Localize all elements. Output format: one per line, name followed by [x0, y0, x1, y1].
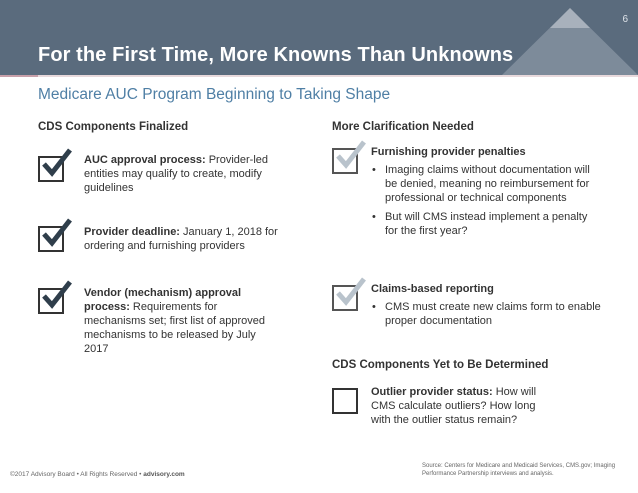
left-item-1-label: AUC approval process:	[84, 154, 206, 166]
left-item-1-text: Provider-led entities may qualify to cre…	[84, 154, 269, 194]
right-item-1: Furnishing provider penalties Imaging cl…	[371, 145, 601, 243]
slide-header: 6 For the First Time, More Knowns Than U…	[0, 0, 638, 75]
left-item-2: Provider deadline: January 1, 2018 for o…	[84, 225, 289, 253]
left-item-2-text: January 1, 2018 for ordering and furnish…	[84, 226, 278, 252]
header-divider	[0, 75, 638, 77]
bullet-item: But will CMS instead implement a penalty…	[372, 210, 601, 238]
checkbox-checked-icon	[38, 148, 72, 182]
right-item-1-label: Furnishing provider penalties	[371, 146, 526, 158]
slide-subtitle: Medicare AUC Program Beginning to Taking…	[38, 86, 391, 103]
tbd-item-label: Outlier provider status:	[371, 386, 493, 398]
tbd-heading: CDS Components Yet to Be Determined	[332, 359, 549, 371]
footer-source: Source: Centers for Medicare and Medicai…	[422, 463, 616, 477]
left-item-1: AUC approval process: Provider-led entit…	[84, 153, 284, 195]
left-item-3: Vendor (mechanism) approval process: Req…	[84, 286, 269, 356]
left-item-2-label: Provider deadline:	[84, 226, 180, 238]
checkbox-checked-icon	[332, 277, 366, 311]
right-item-2-label: Claims-based reporting	[371, 283, 494, 295]
bullet-item: CMS must create new claims form to enabl…	[372, 300, 601, 328]
tbd-item-text: How will CMS calculate outliers? How lon…	[371, 386, 537, 426]
logo-triangle-icon	[502, 8, 638, 75]
checkbox-checked-icon	[38, 218, 72, 252]
right-item-2: Claims-based reporting CMS must create n…	[371, 282, 601, 333]
left-column-heading: CDS Components Finalized	[38, 121, 189, 133]
right-column-heading: More Clarification Needed	[332, 121, 474, 133]
tbd-item: Outlier provider status: How will CMS ca…	[371, 385, 556, 427]
checkbox-empty-icon	[332, 388, 358, 414]
page-number: 6	[622, 14, 628, 25]
footer-site-link[interactable]: advisory.com	[143, 471, 185, 478]
checkbox-checked-icon	[332, 140, 366, 174]
left-item-3-label: Vendor (mechanism) approval process:	[84, 287, 242, 313]
right-item-1-bullets: Imaging claims without documentation wil…	[371, 163, 601, 238]
copyright-text: ©2017 Advisory Board • All Rights Reserv…	[10, 471, 144, 478]
checkbox-checked-icon	[38, 280, 72, 314]
right-item-2-bullets: CMS must create new claims form to enabl…	[371, 300, 601, 328]
footer-copyright: ©2017 Advisory Board • All Rights Reserv…	[10, 471, 185, 478]
slide-title: For the First Time, More Knowns Than Unk…	[38, 44, 514, 66]
bullet-item: Imaging claims without documentation wil…	[372, 163, 601, 205]
left-item-3-text: Requirements for mechanisms set; first l…	[84, 301, 265, 355]
